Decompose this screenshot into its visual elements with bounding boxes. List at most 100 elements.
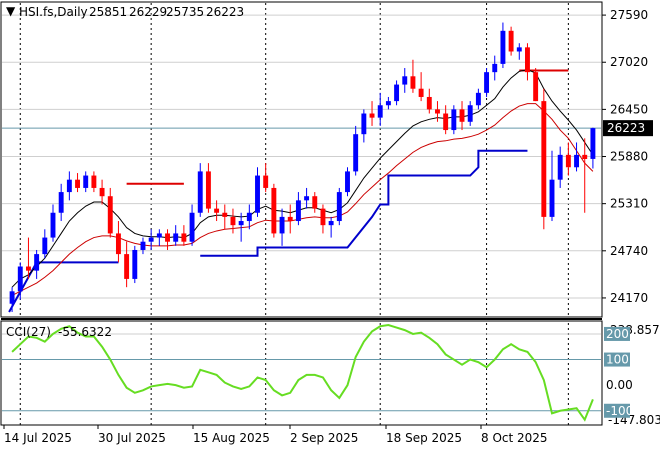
candle [50,204,56,242]
candle [508,26,514,56]
candle [140,237,146,255]
candle-body [255,175,260,213]
cci-tick-badge [604,326,630,341]
candle-body [107,196,113,234]
candle [189,204,195,246]
candle-body [500,30,506,64]
candle [345,167,350,197]
candle-body [516,47,522,52]
candle [385,96,391,110]
candle-body [361,113,367,135]
candle-body [402,76,408,85]
grid [2,3,601,425]
price-tick-label: 27020 [610,55,648,69]
candle-body [377,105,383,118]
cci-value: -55.6322 [58,325,112,339]
candle [377,92,383,126]
candle-body [115,233,121,255]
candle-body [50,212,56,238]
candle [549,150,555,222]
high-value: 26229 [129,5,167,19]
candle-body [83,175,89,188]
candle [34,249,40,279]
candle-body [148,237,154,242]
candle-body [75,179,80,188]
support-line [200,149,528,257]
candle-body [246,212,252,222]
low-value: 25735 [166,5,204,19]
candle-body [345,171,350,193]
candle [173,225,179,246]
candle-body [222,212,228,217]
current-price-badge [603,120,653,137]
candle-body [508,30,514,52]
date-tick-label: 2 Sep 2025 [290,431,358,445]
date-axis: 14 Jul 2025 30 Jul 2025 15 Aug 2025 2 Sep 2… [3,425,548,445]
candle [42,229,48,259]
collapse-marker-icon[interactable]: ▼ [6,4,16,18]
candle-body [328,221,334,226]
candle [58,183,64,222]
candles [9,22,596,312]
candle-body [385,101,391,106]
candle-body [58,192,64,213]
candle [66,171,72,201]
candle [320,204,326,234]
candle [99,179,105,205]
candle [361,109,367,143]
candle [500,22,506,69]
date-tick-label: 14 Jul 2025 [4,431,72,445]
candle [475,88,481,110]
candle-body [205,171,211,209]
candle-body [426,96,432,110]
candle [295,192,301,226]
candle-body [91,175,97,188]
candle-body [99,187,105,197]
candle [336,187,342,226]
date-tick-label: 8 Oct 2025 [481,431,548,445]
candle [107,187,113,238]
cci-line [11,323,594,422]
candle-body [565,154,571,168]
candle [124,241,130,288]
cci-axis: 238.8572-147.80382001000.00-100 [604,323,660,427]
candle [459,101,465,131]
candle-body [140,241,146,250]
candle-body [418,88,424,97]
candle [148,229,154,250]
candle-body [165,233,170,242]
candle-body [557,154,563,180]
candle-body [189,212,195,242]
candle [369,101,375,126]
candle-body [582,154,588,159]
candle-body [25,266,31,271]
candle-body [484,72,490,93]
candle [83,171,89,193]
candle-body [336,192,342,222]
candle [238,212,244,242]
candle [246,204,252,230]
candle [418,72,424,102]
price-pane-frame [0,1,603,318]
candle-body [549,179,555,217]
candle-body [574,154,580,168]
candle [435,101,440,122]
candle [255,167,260,217]
candle [230,208,236,234]
candle [75,173,80,193]
candle-body [443,113,449,131]
price-tick-label: 27590 [610,8,648,22]
candle [402,68,408,93]
candle-body [263,175,269,188]
candle-body [34,254,40,271]
candle [582,138,588,213]
candle-body [181,233,187,242]
candle-body [312,196,318,209]
candle-body [451,109,457,131]
candle-body [287,216,293,222]
candle [353,125,359,176]
candle-body [230,216,236,226]
candle [590,127,596,169]
candle [328,216,334,238]
